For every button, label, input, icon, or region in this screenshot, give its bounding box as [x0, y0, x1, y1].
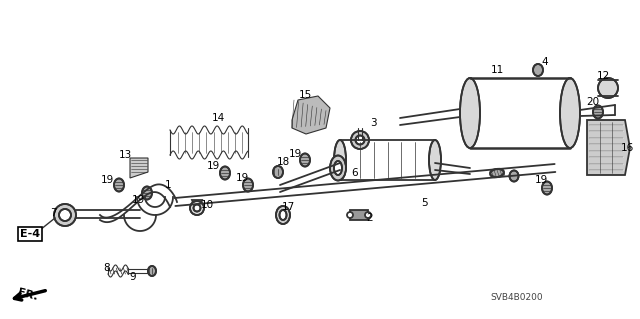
Text: 6: 6 [352, 168, 358, 178]
Ellipse shape [142, 187, 152, 199]
Ellipse shape [243, 179, 253, 191]
Text: SVB4B0200: SVB4B0200 [490, 293, 543, 302]
Text: 16: 16 [620, 143, 634, 153]
Text: 9: 9 [130, 272, 136, 282]
Text: 10: 10 [200, 200, 214, 210]
Ellipse shape [193, 204, 200, 211]
Text: 19: 19 [131, 195, 145, 205]
Polygon shape [130, 158, 148, 178]
Ellipse shape [334, 140, 346, 180]
Text: 11: 11 [490, 65, 504, 75]
Ellipse shape [351, 131, 369, 149]
Ellipse shape [330, 155, 346, 181]
Ellipse shape [347, 212, 353, 218]
Text: 19: 19 [534, 175, 548, 185]
Ellipse shape [54, 204, 76, 226]
Ellipse shape [276, 206, 290, 224]
Ellipse shape [490, 169, 504, 177]
Ellipse shape [429, 140, 441, 180]
Ellipse shape [365, 212, 371, 218]
Text: E-4: E-4 [20, 229, 40, 239]
Text: 13: 13 [118, 150, 132, 160]
Text: 5: 5 [422, 198, 428, 208]
Ellipse shape [273, 166, 283, 178]
Ellipse shape [220, 167, 230, 180]
Ellipse shape [334, 161, 342, 175]
Bar [350, 210, 368, 220]
Text: 2: 2 [367, 213, 373, 223]
Ellipse shape [598, 78, 618, 98]
Ellipse shape [355, 136, 365, 145]
Text: 19: 19 [100, 175, 114, 185]
Text: FR.: FR. [17, 287, 39, 302]
Text: 19: 19 [206, 161, 220, 171]
Text: 3: 3 [370, 118, 376, 128]
Ellipse shape [280, 210, 287, 220]
Ellipse shape [190, 201, 204, 215]
Text: 17: 17 [282, 202, 294, 212]
Text: 8: 8 [104, 263, 110, 273]
Polygon shape [587, 120, 630, 175]
Text: 14: 14 [211, 113, 225, 123]
Text: 19: 19 [236, 173, 248, 183]
Text: 12: 12 [596, 71, 610, 81]
Polygon shape [292, 96, 330, 134]
Ellipse shape [593, 106, 603, 118]
Ellipse shape [560, 78, 580, 148]
Text: 20: 20 [586, 97, 600, 107]
Text: 18: 18 [276, 157, 290, 167]
Ellipse shape [59, 209, 71, 221]
Text: 19: 19 [289, 149, 301, 159]
Ellipse shape [114, 179, 124, 191]
Text: 1: 1 [164, 180, 172, 190]
Text: 15: 15 [298, 90, 312, 100]
Text: 7: 7 [50, 208, 56, 218]
Ellipse shape [148, 266, 156, 276]
Ellipse shape [300, 153, 310, 167]
Text: 4: 4 [541, 57, 548, 67]
Ellipse shape [542, 182, 552, 195]
Ellipse shape [460, 78, 480, 148]
Ellipse shape [509, 170, 518, 182]
Ellipse shape [533, 64, 543, 76]
